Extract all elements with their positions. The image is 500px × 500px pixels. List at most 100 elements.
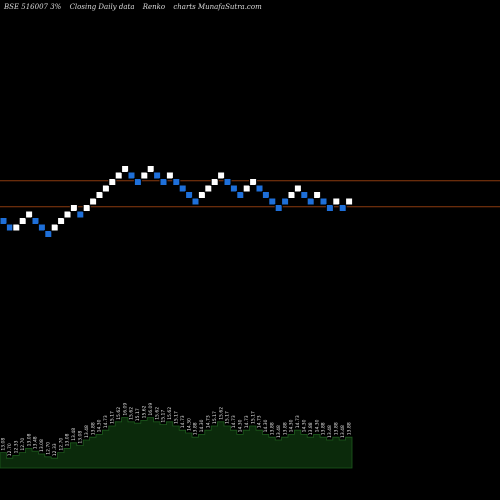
volume-area <box>0 417 353 469</box>
down-brick <box>274 204 283 212</box>
up-brick <box>63 210 72 219</box>
volume-label: 12.70 <box>58 438 64 451</box>
up-brick <box>287 191 296 199</box>
volume-label: 13.08 <box>26 433 32 446</box>
volume-label: 15.62 <box>142 405 148 418</box>
volume-label: 15.17 <box>110 411 116 424</box>
volume-label: 15.62 <box>167 407 173 420</box>
volume-label: 13.88 <box>193 422 199 435</box>
down-brick <box>185 191 194 199</box>
up-brick <box>204 184 213 193</box>
volume-label: 15.62 <box>154 407 160 420</box>
up-brick <box>25 210 34 219</box>
site-label: charts MunafaSutra.com <box>173 3 262 11</box>
down-brick <box>281 197 290 206</box>
down-brick <box>236 191 245 199</box>
volume-label: 13.08 <box>78 431 84 444</box>
volume-label: 14.30 <box>314 419 320 432</box>
volume-label: 15.17 <box>250 411 256 424</box>
volume-label: 13.88 <box>334 422 340 435</box>
volume-label: 15.17 <box>135 408 141 421</box>
up-brick <box>140 171 149 180</box>
up-brick <box>69 204 78 212</box>
volume-label: 12.70 <box>46 442 52 455</box>
up-brick <box>12 223 21 232</box>
up-brick <box>242 184 251 193</box>
volume-label: 15.62 <box>218 407 224 420</box>
up-brick <box>217 171 226 180</box>
down-brick <box>325 204 334 212</box>
volume-label: 16.09 <box>122 403 128 416</box>
volume-label: 12.70 <box>7 443 13 456</box>
down-brick <box>338 204 347 212</box>
up-brick <box>332 197 341 206</box>
volume-label: 13.48 <box>340 425 346 438</box>
down-brick <box>223 178 232 186</box>
up-brick <box>108 178 117 186</box>
up-brick <box>165 171 174 180</box>
volume-label: 14.30 <box>238 419 244 432</box>
renko-label: Renko <box>142 3 166 11</box>
down-brick <box>300 191 309 199</box>
volume-label: 13.88 <box>321 422 327 435</box>
volume-label: 15.62 <box>129 407 135 420</box>
volume-labels: 13.08 12.70 12.33 12.70 13.08 13.48 13.08 12.70… <box>1 403 353 457</box>
volume-label: 14.73 <box>295 415 301 428</box>
volume-label: 12.33 <box>52 443 58 456</box>
down-brick <box>133 178 142 186</box>
volume-label: 13.88 <box>346 422 352 435</box>
stock-code: BSE 516007 3% <box>4 3 62 11</box>
up-brick <box>57 217 66 225</box>
up-brick <box>313 191 322 199</box>
volume-label: 13.08 <box>65 433 71 446</box>
volume-label: 13.88 <box>282 422 288 435</box>
volume-label: 13.88 <box>90 422 96 435</box>
volume-label: 14.73 <box>244 415 250 428</box>
volume-label: 14.30 <box>263 419 269 432</box>
volume-label: 14.30 <box>302 419 308 432</box>
volume-label: 12.33 <box>14 440 20 453</box>
volume-label: 13.48 <box>84 425 90 438</box>
down-brick <box>319 197 328 206</box>
volume-label: 14.30 <box>97 419 103 432</box>
volume-label: 14.73 <box>231 415 237 428</box>
down-brick <box>261 191 270 199</box>
down-brick <box>268 197 277 206</box>
up-brick <box>293 184 302 193</box>
up-brick <box>89 197 98 206</box>
down-brick <box>153 171 162 180</box>
down-brick <box>191 197 200 206</box>
renko-bricks <box>0 165 354 238</box>
volume-label: 15.17 <box>161 410 167 423</box>
volume-label: 14.73 <box>103 415 109 428</box>
volume-label: 13.88 <box>270 422 276 435</box>
closing-label: Closing Daily data <box>69 3 135 11</box>
volume-label: 15.17 <box>225 411 231 424</box>
volume-label: 14.30 <box>186 418 192 431</box>
up-brick <box>82 204 91 212</box>
volume-label: 14.30 <box>289 419 295 432</box>
up-brick <box>249 178 258 186</box>
down-brick <box>172 178 181 186</box>
up-brick <box>101 184 110 193</box>
volume-label: 12.70 <box>20 438 26 451</box>
up-brick <box>114 171 123 180</box>
volume-label: 14.73 <box>257 415 263 428</box>
up-brick <box>197 191 206 199</box>
up-brick <box>146 165 155 173</box>
volume-label: 15.17 <box>212 411 218 424</box>
down-brick <box>0 217 8 225</box>
down-brick <box>255 184 264 193</box>
down-brick <box>37 223 46 232</box>
down-brick <box>44 230 53 238</box>
down-brick <box>127 171 136 180</box>
down-brick <box>159 178 168 186</box>
volume-label: 14.73 <box>206 415 212 428</box>
up-brick <box>18 217 27 225</box>
volume-label: 13.08 <box>39 439 45 452</box>
up-brick <box>95 191 104 199</box>
volume-label: 16.09 <box>148 403 154 416</box>
up-brick <box>121 165 130 173</box>
volume-label: 15.62 <box>116 407 122 420</box>
